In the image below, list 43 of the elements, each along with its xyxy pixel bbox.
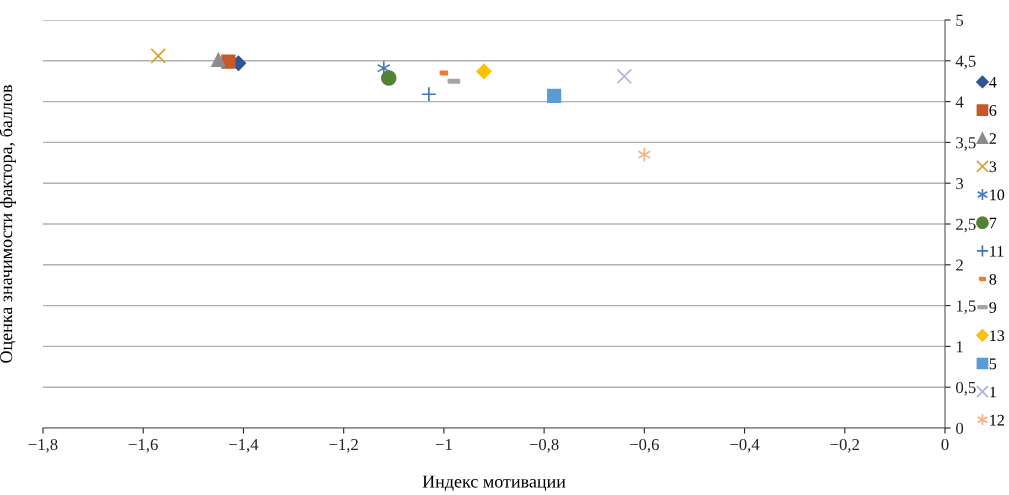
legend-label: 5	[989, 358, 997, 370]
x-tick-label: −1,6	[128, 438, 158, 453]
x-axis-title: Индекс мотивации	[422, 475, 566, 491]
x-tick-label: −0,2	[830, 438, 859, 453]
x-tick-label: −1,2	[329, 438, 358, 453]
y-tick-label: 3,5	[956, 137, 976, 151]
legend-label: 13	[990, 330, 1005, 342]
y-tick-label: 0	[956, 422, 964, 434]
y-tick-label: 0,5	[956, 381, 976, 396]
y-tick-label: 5	[956, 14, 964, 26]
y-tick-label: 2	[956, 259, 963, 271]
legend-label: 1	[990, 386, 996, 398]
x-tick-label: −0,8	[529, 438, 559, 453]
legend-label: 7	[989, 217, 997, 229]
legend-label: 8	[989, 273, 997, 285]
point	[476, 63, 492, 80]
x-tick-label: −1,8	[28, 438, 58, 453]
point	[547, 88, 562, 103]
y-tick-label: 2,5	[956, 218, 976, 233]
legend-label: 4	[989, 76, 997, 88]
legend-label: 12	[990, 414, 1004, 426]
point	[421, 86, 437, 103]
point	[211, 52, 226, 68]
y-tick-label: 1,5	[956, 300, 976, 314]
legend-label: 6	[989, 105, 997, 116]
x-tick-label: −1,4	[229, 438, 259, 453]
legend-label: 11	[990, 245, 1004, 257]
y-tick-label: 4	[955, 96, 964, 108]
legend-label: 3	[989, 161, 997, 173]
y-tick-label: 3	[956, 177, 964, 190]
x-tick-label: −1	[435, 438, 452, 450]
legend-label: 2	[989, 133, 996, 144]
legend-label: 9	[989, 302, 997, 313]
point	[380, 70, 397, 86]
y-tick-label: 4,5	[955, 55, 976, 70]
x-tick-label: −0,6	[630, 438, 659, 453]
point	[150, 48, 167, 64]
point	[616, 68, 633, 85]
x-tick-label: −0,4	[730, 438, 760, 453]
y-tick-label: 1	[956, 341, 963, 353]
y-axis-title: Оценка значимости фактора, баллов	[0, 85, 16, 363]
x-tick-label: 0	[941, 438, 949, 451]
legend-label: 10	[990, 189, 1005, 201]
